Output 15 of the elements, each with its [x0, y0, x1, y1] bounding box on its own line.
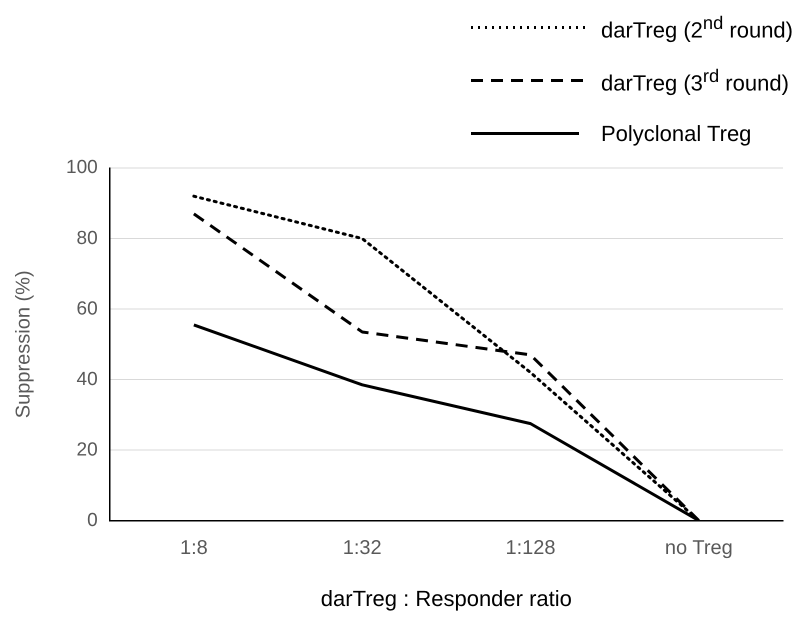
x-axis-title: darTreg : Responder ratio — [320, 586, 572, 611]
y-tick-label: 40 — [76, 368, 98, 390]
x-tick-label: 1:32 — [342, 537, 382, 560]
x-tick-label: 1:128 — [505, 537, 556, 560]
y-tick-label: 100 — [66, 157, 98, 178]
legend-label: Polyclonal Treg — [601, 120, 752, 146]
y-tick-label: 80 — [76, 228, 98, 249]
y-tick-label: 20 — [76, 439, 98, 460]
y-axis-title: Suppression (%) — [12, 270, 35, 418]
x-tick-label: 1:8 — [180, 537, 208, 560]
y-tick-label: 0 — [87, 510, 98, 531]
legend-label: darTreg (3$^{rd}$ round) — [601, 64, 789, 96]
x-tick-label: no Treg — [664, 537, 733, 560]
y-tick-label: 60 — [76, 298, 98, 320]
legend-label: darTreg (2$^{nd}$ round) — [601, 12, 793, 44]
